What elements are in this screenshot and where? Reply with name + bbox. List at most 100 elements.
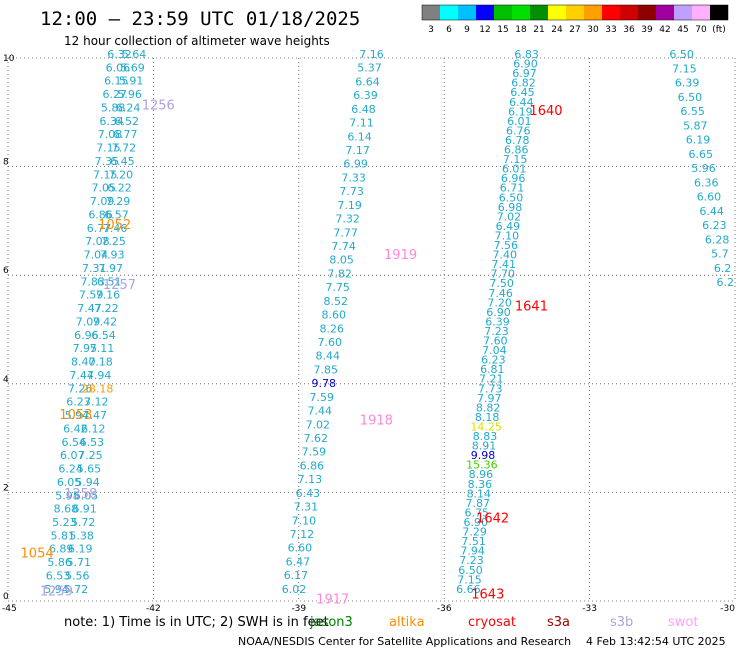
wave-height-label: 6.99 [343, 158, 368, 171]
wave-height-label: 8.18 [475, 411, 500, 424]
wave-height-label: 5.72 [71, 516, 96, 529]
wave-height-label: 6.39 [353, 89, 378, 102]
wave-height-label: 6.19 [68, 543, 93, 556]
wave-height-label: 6.78 [505, 134, 530, 147]
wave-height-label: 7.42 [93, 315, 118, 328]
wave-height-label: 7.15 [96, 142, 121, 155]
wave-height-label: 5.7 [711, 248, 729, 261]
wave-height-label: 7.97 [98, 262, 123, 275]
color-swatch [548, 5, 566, 20]
legend-s3b: s3b [610, 615, 633, 630]
wave-height-label: 5.86 [47, 556, 72, 569]
color-scale-label: 24 [551, 25, 563, 35]
wave-height-label: 8.14 [467, 487, 492, 500]
wave-height-label: 6.76 [506, 124, 531, 137]
wave-height-label: 6.05 [74, 489, 99, 502]
wave-height-label: 7.02 [306, 418, 331, 431]
pass-number-labels: 1256 1052 1257 1053 1258 1054 1259 1919 1918 1917… [21, 99, 563, 608]
wave-height-label: 6.71 [500, 182, 525, 195]
wave-height-label: 6.14 [347, 130, 372, 143]
color-scale-label: 12 [479, 25, 490, 35]
wave-height-label: 6.90 [513, 58, 538, 71]
color-swatch [710, 5, 728, 20]
color-scale-label: 6 [446, 25, 452, 35]
color-swatch [638, 5, 656, 20]
wave-height-label: 6.07 [60, 449, 85, 462]
legend-s3a: s3a [547, 615, 570, 630]
plot-grid [7, 57, 736, 602]
color-swatch [422, 5, 440, 20]
wave-height-label: 5.91 [119, 75, 144, 88]
wave-height-label: 7.10 [495, 229, 520, 242]
x-tick-label: -45 [2, 604, 17, 614]
y-tick-label: 10 [3, 54, 15, 64]
wave-height-label: 6.39 [485, 315, 510, 328]
wave-height-label: 15.36 [466, 459, 498, 472]
wave-height-label: 6.86 [88, 208, 113, 221]
wave-height-label: 6.34 [99, 115, 124, 128]
y-tick-label: 2 [3, 483, 9, 493]
pass-number-label: 1052 [98, 218, 131, 233]
wave-height-label: 7.29 [462, 526, 487, 539]
legend-swot: swot [668, 615, 698, 630]
wave-height-label: 7.31 [82, 262, 107, 275]
color-bar-frame [421, 4, 729, 21]
pass-number-label: 1642 [476, 511, 509, 526]
color-scale-label: 45 [677, 25, 688, 35]
wave-height-label: 7.15 [503, 153, 528, 166]
wave-height-label: 7.08 [85, 235, 110, 248]
color-scale-label: 27 [569, 25, 580, 35]
wave-height-label: 6.43 [296, 487, 321, 500]
wave-height-label: 7.32 [335, 213, 360, 226]
wave-height-label: 6.39 [675, 77, 700, 90]
wave-height-label: 6.02 [282, 583, 307, 596]
wave-height-label: 7.56 [494, 239, 519, 252]
wave-height-label: 7.94 [87, 369, 112, 382]
wave-height-label: 6.05 [57, 476, 82, 489]
wave-height-label: 6.15 [104, 75, 129, 88]
wave-height-label: 8.36 [468, 478, 493, 491]
wave-height-label: 7.62 [304, 432, 329, 445]
wave-height-label: 7.12 [84, 396, 109, 409]
wave-height-label: 6.66 [456, 583, 481, 596]
wave-height-label: 8.83 [473, 430, 498, 443]
wave-height-label: 6.51 [97, 275, 122, 288]
wave-height-label: 7.73 [339, 185, 364, 198]
pass-number-label: 1919 [384, 248, 417, 263]
color-scale-label: 39 [641, 25, 653, 35]
wave-height-label: 6.32 [107, 48, 132, 61]
color-swatch [674, 5, 692, 20]
wave-height-label: 9.78 [312, 377, 337, 390]
wave-height-label: 5.96 [117, 88, 142, 101]
wave-height-label: 6.50 [458, 564, 483, 577]
wave-height-label: 6.19 [508, 105, 533, 118]
wave-height-label: 8.52 [323, 295, 348, 308]
color-swatch [584, 5, 602, 20]
wave-height-label: 5.37 [357, 62, 382, 75]
wave-height-label: 7.97 [477, 392, 502, 405]
wave-height-label: 6.50 [678, 91, 703, 104]
wave-height-label: 6.45 [510, 86, 535, 99]
wave-height-label: 6.90 [486, 306, 511, 319]
wave-height-label: 6.64 [355, 75, 380, 88]
color-scale-label: 15 [497, 25, 508, 35]
color-swatch [512, 5, 530, 20]
wave-height-label: 6.91 [72, 503, 97, 516]
wave-height-label: 6.01 [507, 115, 532, 128]
pass-number-label: 1643 [471, 587, 504, 602]
wave-height-label: 6.44 [699, 205, 724, 218]
y-tick-label: 0 [3, 592, 9, 602]
wave-height-label: 7.33 [341, 171, 366, 184]
wave-height-label: 7.15 [457, 573, 482, 586]
y-tick-label: 8 [3, 158, 9, 168]
wave-height-label: 8.91 [472, 440, 497, 453]
color-scale-label: 9 [464, 25, 470, 35]
color-scale-bar: 3 6 9 12 15 18 21 24 27 30 33 36 39 42 45 70 (ft) [421, 4, 729, 35]
wave-height-label: 7.74 [331, 240, 356, 253]
wave-height-label: 5.72 [64, 583, 89, 596]
wave-height-labels: 5.946.535.866.895.815.238.685.956.056.24… [44, 48, 734, 596]
wave-height-label: 5.81 [51, 529, 76, 542]
wave-height-label: 7.83 [80, 275, 105, 288]
color-scale-label: 33 [605, 25, 616, 35]
